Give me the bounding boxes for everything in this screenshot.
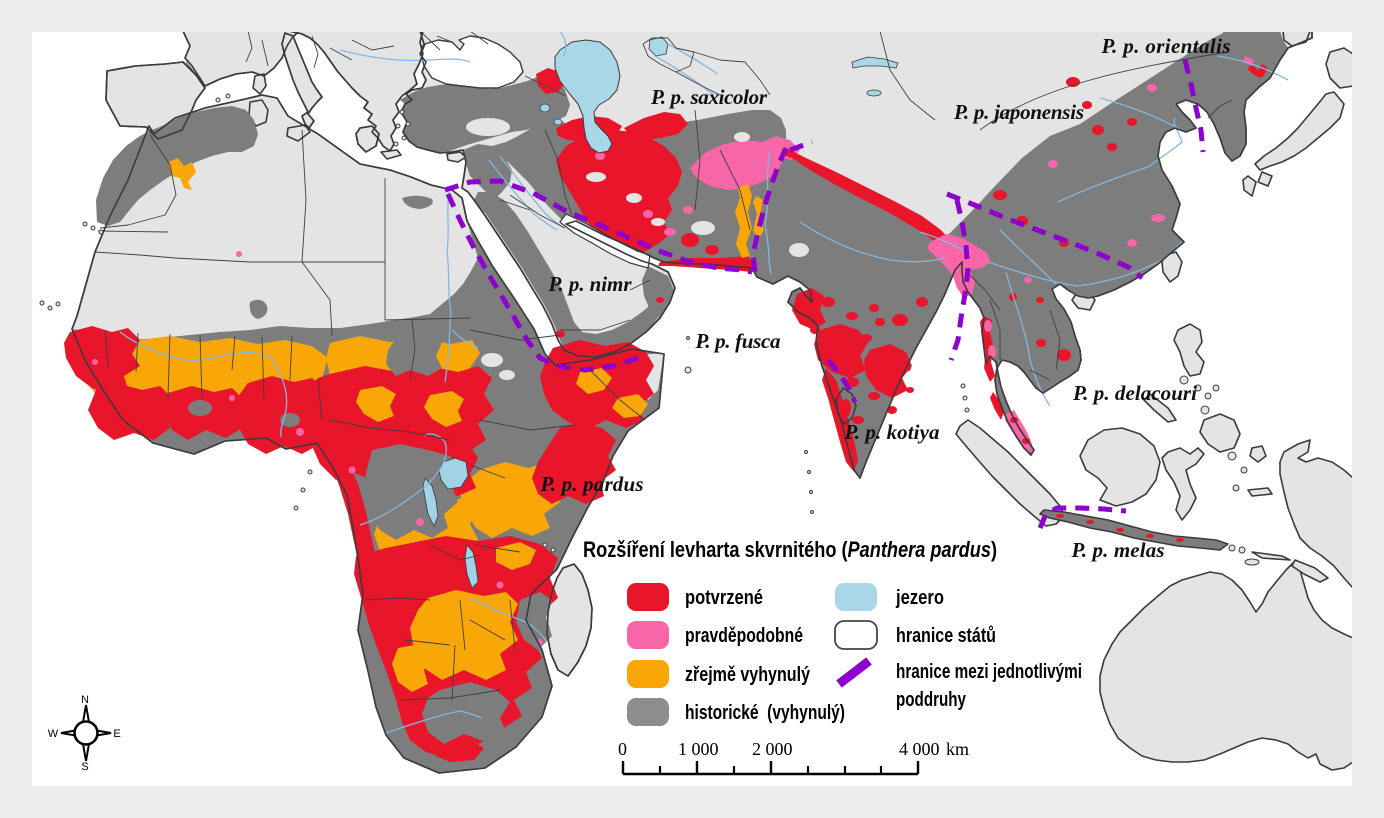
svg-text:P. p. saxicolor: P. p. saxicolor	[650, 85, 768, 109]
svg-text:P. p. nimr: P. p. nimr	[548, 272, 633, 296]
svg-text:poddruhy: poddruhy	[896, 689, 967, 711]
svg-text:P. p. pardus: P. p. pardus	[540, 472, 644, 496]
svg-text:jezero: jezero	[895, 587, 944, 609]
svg-text:2 000: 2 000	[752, 739, 793, 759]
svg-text:pravděpodobné: pravděpodobné	[685, 625, 803, 647]
svg-text:4 000: 4 000	[899, 739, 940, 759]
svg-text:P. p. kotiya: P. p. kotiya	[844, 420, 940, 444]
svg-text:S: S	[81, 761, 88, 773]
svg-text:P. p. delacouri: P. p. delacouri	[1072, 381, 1197, 405]
svg-text:P. p. melas: P. p. melas	[1071, 538, 1165, 562]
svg-text:historické (vyhynulý): historické (vyhynulý)	[685, 702, 845, 724]
svg-text:P. p. orientalis: P. p. orientalis	[1101, 34, 1231, 58]
svg-text:km: km	[946, 739, 969, 759]
svg-text:hranice mezi jednotlivými: hranice mezi jednotlivými	[896, 661, 1082, 683]
svg-text:0: 0	[618, 739, 627, 759]
svg-text:hranice států: hranice států	[896, 625, 996, 647]
svg-text:N: N	[81, 694, 89, 706]
svg-text:potvrzené: potvrzené	[685, 587, 763, 609]
svg-text:P. p. japonensis: P. p. japonensis	[953, 100, 1084, 124]
svg-text:1 000: 1 000	[678, 739, 719, 759]
svg-text:zřejmě vyhynulý: zřejmě vyhynulý	[685, 664, 811, 686]
svg-text:W: W	[48, 728, 59, 740]
svg-text:Rozšíření levharta skvrnitého: Rozšíření levharta skvrnitého (Panthera …	[583, 537, 997, 562]
svg-text:E: E	[113, 728, 120, 740]
svg-text:P. p. fusca: P. p. fusca	[695, 329, 781, 353]
